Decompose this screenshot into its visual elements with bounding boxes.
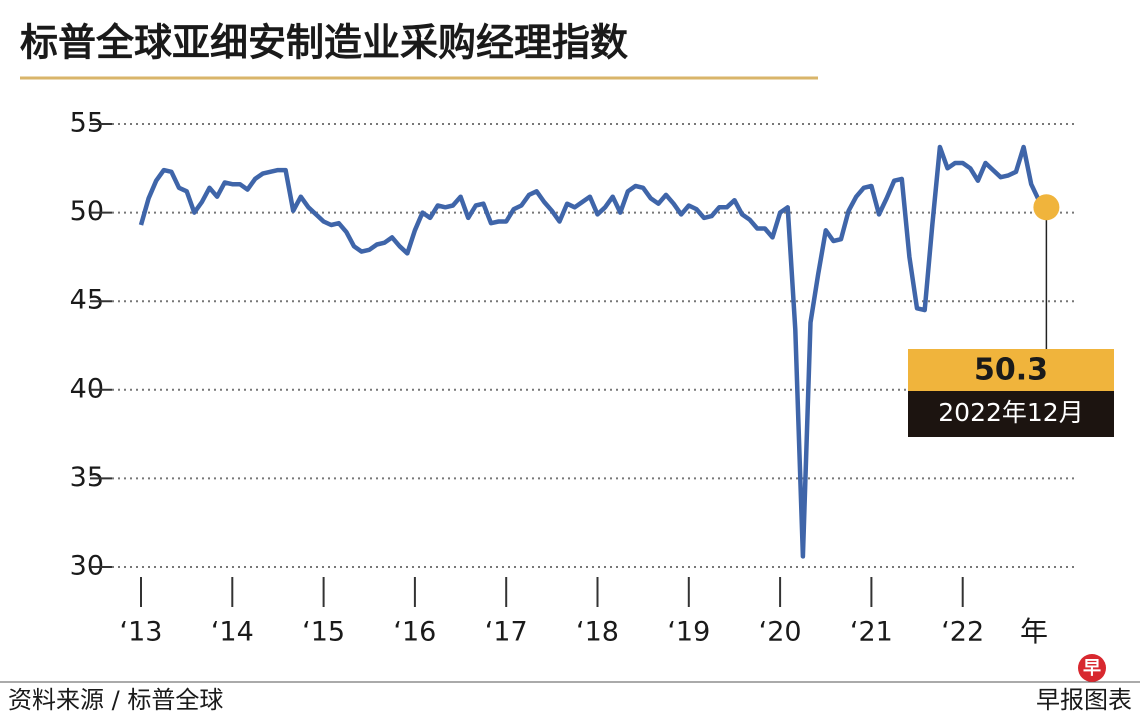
- x-tick-label: ‘21: [850, 617, 893, 648]
- highlight-point: [1033, 194, 1060, 221]
- x-tick-label: ‘20: [759, 617, 802, 648]
- x-tick-label: ‘15: [302, 617, 345, 648]
- x-tick-label: ‘18: [576, 617, 619, 648]
- chart-title: 标普全球亚细安制造业采购经理指数: [20, 21, 628, 65]
- credit: 早报图表: [1036, 686, 1132, 714]
- callout-date: 2022年12月: [938, 398, 1083, 427]
- x-tick-label: ‘22: [941, 617, 984, 648]
- callout-value: 50.3: [974, 353, 1048, 388]
- callout-date-box: [908, 391, 1114, 437]
- x-tick-label: ‘19: [667, 617, 710, 648]
- x-tick-label: ‘17: [485, 617, 528, 648]
- x-tick-label: ‘14: [211, 617, 254, 648]
- x-tick-label: ‘16: [393, 617, 436, 648]
- line: [138, 144, 1048, 559]
- x-axis-label: 年: [1020, 615, 1048, 648]
- callout-value-box: [908, 349, 1114, 391]
- logo: 早: [1083, 658, 1101, 679]
- x-tick-label: ‘13: [120, 617, 163, 648]
- source: 资料来源 / 标普全球: [8, 686, 223, 714]
- logo-badge: [1078, 654, 1106, 682]
